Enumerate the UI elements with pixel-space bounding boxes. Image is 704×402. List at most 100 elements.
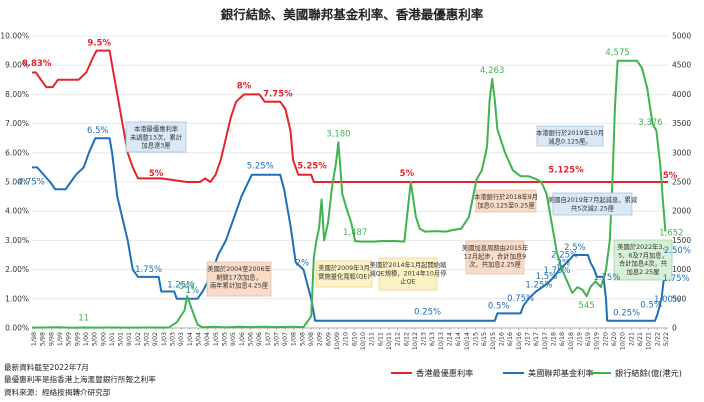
data-label: 1.5% — [536, 272, 558, 282]
annotation-callout: 美國於2022年3、5、6及7月加息，合計加息4次，共加息2.25厘 — [613, 239, 673, 281]
annotation-text: 次，共加息2.25厘 — [469, 260, 522, 269]
annotation-text: 美國於2004至2006年 — [207, 264, 271, 273]
data-label: 9.5% — [87, 39, 111, 49]
series-line-prime-rate — [32, 49, 668, 183]
series-lines — [31, 49, 668, 329]
y-right-tick-label: 3500 — [672, 119, 691, 128]
y-right-tick-label: 4500 — [672, 61, 691, 70]
y-left-tick-label: 2.00% — [5, 265, 29, 274]
data-label: 5.125% — [548, 165, 584, 175]
annotation-text: 本港銀行於2018年9月 — [474, 192, 538, 201]
data-label: 11 — [78, 313, 89, 323]
annotation-text: 期間17次加息， — [216, 272, 262, 281]
data-label: 2.25% — [551, 250, 578, 260]
annotation-text: 減QE規模，2014年10月停 — [369, 268, 446, 277]
annotation-text: 本港最優惠利率 — [134, 124, 178, 133]
x-tick-label: 10/19 — [594, 332, 601, 350]
data-label: 1,487 — [343, 228, 367, 238]
data-label: 0.75% — [507, 294, 534, 304]
annotation-box — [465, 240, 525, 275]
x-tick-label: 1/06 — [239, 332, 246, 346]
x-tick-label: 6/12 — [403, 332, 410, 346]
annotation-box — [552, 192, 633, 216]
x-tick-label: 5/98 — [40, 332, 47, 346]
x-tick-label: 5/02 — [144, 332, 151, 346]
data-label: 1% — [186, 286, 200, 296]
x-tick-label: 5/08 — [299, 332, 306, 346]
x-tick-label: 2/16 — [499, 332, 506, 346]
x-tick-label: 10/10 — [360, 332, 367, 350]
data-label: 5% — [663, 171, 678, 181]
data-label: 4,263 — [480, 66, 504, 76]
annotation-box — [315, 260, 373, 288]
x-tick-label: 9/98 — [48, 332, 55, 346]
x-tick-label: 6/17 — [533, 332, 540, 346]
annotation-text: 減息0.125厘。 — [548, 136, 591, 145]
annotation-box — [125, 121, 187, 153]
data-label: 3,376 — [638, 118, 662, 128]
x-tick-label: 2/22 — [654, 332, 661, 346]
annotation-text: 美國於2014年1月起開始縮 — [370, 260, 447, 269]
x-tick-label: 6/19 — [585, 332, 592, 346]
x-tick-label: 2/12 — [395, 332, 402, 346]
x-tick-label: 5/04 — [195, 332, 202, 346]
x-tick-label: 9/03 — [178, 332, 185, 346]
x-tick-label: 2/10 — [343, 332, 350, 346]
footnote-source: 資料來源：經絡按揭轉介研究部 — [4, 387, 111, 397]
data-labels: 8.83% 9.5% 5% 8% 7.75% 5.25% 5% 5.125% 5% 4.75% 6.… — [18, 39, 691, 324]
y-right-tick-label: 2500 — [672, 178, 691, 187]
x-tick-label: 6/13 — [429, 332, 436, 346]
x-tick-label: 2/14 — [447, 332, 454, 346]
data-label: 8% — [237, 81, 252, 91]
x-tick-label: 2/21 — [628, 332, 635, 346]
annotation-text: 加息0.125至0.25厘 — [477, 200, 535, 209]
data-label: 1.75% — [593, 273, 620, 283]
annotation-box — [206, 261, 272, 297]
annotation-text: 未調整13次，累計 — [130, 132, 183, 141]
annotation-text: 加息達3厘 — [141, 141, 171, 150]
data-label: 0.25% — [613, 309, 640, 319]
data-label: 8.83% — [22, 59, 52, 69]
data-label: 4,575 — [605, 48, 629, 58]
y-right-tick-label: 0 — [672, 324, 677, 333]
x-tick-label: 10/17 — [542, 332, 549, 350]
x-tick-label: 10/16 — [516, 332, 523, 350]
y-right-tick-label: 1000 — [672, 265, 691, 274]
y-right-tick-label: 1500 — [672, 236, 691, 245]
y-left-tick-label: 3.00% — [5, 236, 29, 245]
data-label: 547 — [179, 282, 195, 292]
y-left-tick-label: 9.00% — [5, 61, 29, 70]
x-tick-label: 10/12 — [412, 332, 419, 350]
legend-label-fed: 美國聯邦基金利率 — [528, 368, 594, 378]
x-tick-label: 10/13 — [438, 332, 445, 350]
annotation-text: 美國自2019年7月起減息，累減 — [548, 195, 638, 204]
data-label: 0.25% — [414, 308, 441, 318]
annotation-box — [475, 189, 537, 213]
annotation-text: 本港銀行於2019年10月 — [536, 128, 604, 137]
x-tick-label: 6/11 — [377, 332, 384, 346]
footnote-prime: 最優惠利率是指香港上海滙豐銀行所報之利率 — [4, 374, 156, 384]
data-label: 2% — [557, 259, 571, 269]
data-label: 5% — [149, 169, 164, 179]
x-tick-label: 9/02 — [152, 332, 159, 346]
x-tick-label: 9/04 — [204, 332, 211, 346]
legend-label-prime: 香港最優惠利率 — [416, 368, 473, 378]
y-right-tick-label: 500 — [672, 294, 687, 303]
x-tick-label: 1/03 — [161, 332, 168, 346]
x-tick-label: 9/01 — [126, 332, 133, 346]
x-tick-label: 6/20 — [611, 332, 618, 346]
annotation-boxes: 本港最優惠利率未調整13次，累計加息達3厘美國於2004至2006年期間17次加… — [125, 121, 673, 297]
x-tick-label: 6/15 — [481, 332, 488, 346]
x-tick-label: 5/99 — [66, 332, 73, 346]
x-tick-label: 5/22 — [663, 332, 670, 346]
x-tick-label: 10/18 — [568, 332, 575, 350]
y-left-tick-label: 0.00% — [5, 324, 29, 333]
x-tick-label: 6/10 — [351, 332, 358, 346]
x-tick-label: 1/99 — [57, 332, 64, 346]
x-tick-label: 6/21 — [637, 332, 644, 346]
x-tick-label: 1/08 — [291, 332, 298, 346]
